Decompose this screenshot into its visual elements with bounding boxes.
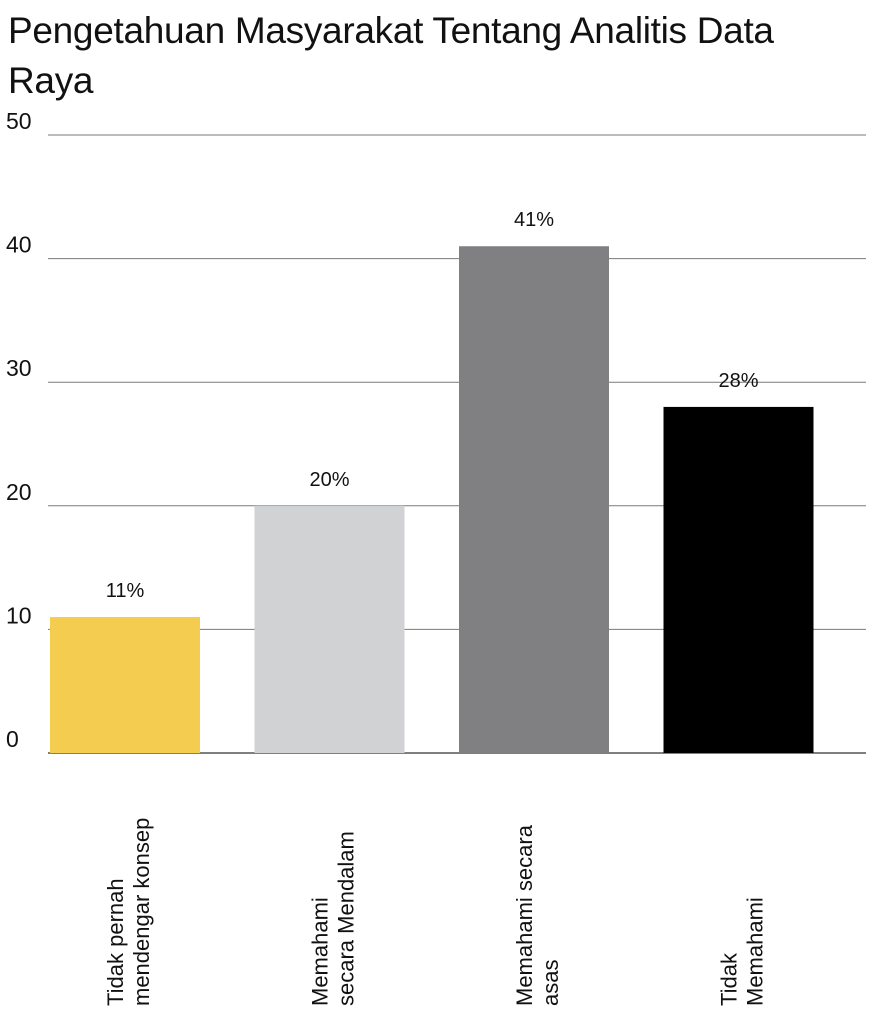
bar-4 [663,406,814,753]
category-label-line: asas [538,960,563,1006]
category-label-1: Tidak pernahmendengar konsep [103,818,154,1006]
bar-2 [254,505,405,753]
category-label-line: Memahami secara [512,824,537,1006]
y-tick-label-10: 10 [6,602,32,628]
category-label-2: Memahamisecara Mendalam [308,831,359,1006]
bars [50,246,814,754]
category-label-line: mendengar konsep [129,818,154,1006]
y-tick-label-0: 0 [6,726,19,752]
data-labels: 11% 20% 41% 28% [106,209,759,602]
data-label-2: 20% [309,469,349,491]
data-label-4: 28% [718,370,758,392]
category-label-4: TidakMemahami [717,897,768,1006]
category-labels: Tidak pernahmendengar konsep Memahamiseca… [103,818,768,1006]
bar-3 [459,246,609,754]
bar-1 [50,617,200,753]
data-label-1: 11% [106,580,145,602]
category-label-3: Memahami secaraasas [512,824,563,1006]
y-tick-label-50: 50 [6,108,32,134]
category-label-line: secara Mendalam [334,831,359,1006]
data-label-3: 41% [514,209,554,231]
y-tick-label-20: 20 [6,479,32,505]
category-label-line: Tidak pernah [103,878,128,1006]
category-label-line: Tidak [717,952,742,1006]
category-label-line: Memahami [743,897,768,1006]
chart-title: Pengetahuan Masyarakat Tentang Analitis … [8,10,774,101]
y-tick-label-40: 40 [6,232,32,258]
y-tick-label-30: 30 [6,355,32,381]
category-label-line: Memahami [308,897,333,1006]
y-axis-tick-labels: 0 10 20 30 40 50 [6,108,32,752]
